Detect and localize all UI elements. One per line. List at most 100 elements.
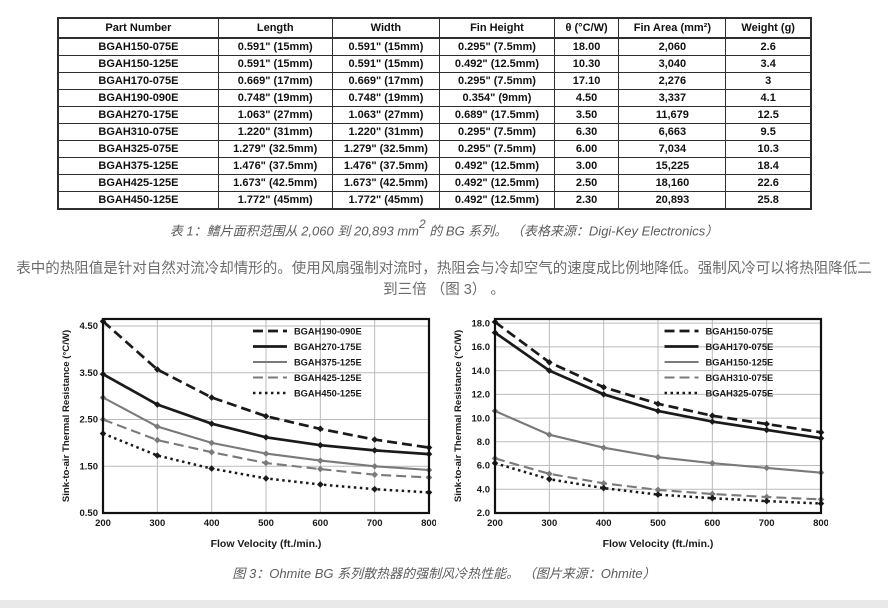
- data-point-marker: [600, 480, 607, 487]
- table-cell: 0.492" (12.5mm): [439, 157, 555, 175]
- table-body: BGAH150-075E 0.591" (15mm) 0.591" (15mm) 0.…: [57, 37, 812, 210]
- body-paragraph: 表中的热阻值是针对自然对流冷却情形的。使用风扇强制对流时，热阻会与冷却空气的速度…: [16, 261, 872, 299]
- table-cell: 2,060: [618, 37, 727, 56]
- table-cell: 0.295" (7.5mm): [439, 123, 555, 141]
- table-cell: 1.220" (31mm): [217, 123, 333, 141]
- table-cell: 2.30: [553, 191, 620, 210]
- svg-text:300: 300: [541, 518, 557, 529]
- table-cell: 0.591" (15mm): [331, 37, 441, 56]
- table-cell: BGAH190-090E: [57, 89, 219, 107]
- table-cell: 1.772" (45mm): [217, 191, 333, 210]
- table-cell: 0.492" (12.5mm): [439, 191, 555, 210]
- svg-text:BGAH310-075E: BGAH310-075E: [706, 373, 774, 383]
- svg-text:4.50: 4.50: [80, 322, 99, 333]
- table-cell: 3.4: [725, 55, 812, 73]
- data-point-marker: [208, 465, 215, 473]
- x-axis: 200 300 400 500 600 700 800 Flow Velocity (ft./…: [95, 518, 436, 550]
- y-axis: 2.0 4.0 6.0 8.0 10.0 12.0 14.0 16.0 18.0 Sink-to-…: [453, 319, 490, 520]
- data-point-marker: [317, 466, 324, 473]
- data-point-marker: [709, 412, 716, 420]
- table-cell: 3,337: [618, 89, 727, 107]
- table-caption-prefix: 表 1：鳍片面积范围从 2,060 到 20,893 mm: [169, 223, 419, 239]
- table-cell: 1.220" (31mm): [331, 123, 441, 141]
- table-cell: 1.673" (42.5mm): [331, 174, 441, 192]
- table-cell: BGAH450-125E: [57, 191, 219, 210]
- table-row: BGAH375-125E 1.476" (37.5mm) 1.476" (37.5m…: [57, 157, 812, 175]
- data-point-marker: [763, 421, 770, 428]
- table-cell: BGAH375-125E: [57, 157, 219, 175]
- table-cell: BGAH150-125E: [57, 55, 219, 73]
- table-cell: 17.10: [553, 72, 620, 90]
- table-cell: 9.5: [725, 123, 812, 141]
- x-axis-title: Flow Velocity (ft./min.): [211, 538, 322, 550]
- data-point-marker: [709, 491, 716, 498]
- figure-charts-row: 200 300 400 500 600 700 800 Flow Velocity (ft./…: [58, 313, 888, 555]
- data-point-marker: [546, 476, 553, 483]
- table-cell: 10.3: [725, 140, 812, 158]
- svg-text:3.50: 3.50: [80, 368, 99, 379]
- table-cell: BGAH150-075E: [57, 37, 219, 56]
- svg-text:500: 500: [650, 518, 666, 529]
- table-caption: 表 1：鳍片面积范围从 2,060 到 20,893 mm2 的 BG 系列。 …: [0, 217, 888, 239]
- table-cell: 1.476" (37.5mm): [217, 157, 333, 175]
- table-cell: 1.673" (42.5mm): [217, 174, 333, 192]
- x-axis-title: Flow Velocity (ft./min.): [603, 538, 714, 550]
- table-cell: 0.748" (19mm): [331, 89, 441, 107]
- table-row: BGAH190-090E 0.748" (19mm) 0.748" (19mm) 0.…: [57, 89, 812, 107]
- data-point-marker: [371, 471, 378, 479]
- data-point-marker: [371, 486, 378, 493]
- table-cell: 6,663: [618, 123, 727, 141]
- svg-text:600: 600: [312, 518, 328, 529]
- svg-text:400: 400: [596, 518, 612, 529]
- table-cell: 11,679: [618, 106, 727, 124]
- svg-text:BGAH270-175E: BGAH270-175E: [294, 342, 362, 352]
- svg-text:16.0: 16.0: [472, 342, 491, 353]
- data-point-marker: [709, 418, 716, 426]
- svg-text:BGAH425-125E: BGAH425-125E: [294, 373, 362, 383]
- svg-text:BGAH375-125E: BGAH375-125E: [294, 358, 362, 368]
- data-point-marker: [546, 359, 553, 366]
- table-cell: 25.8: [725, 191, 812, 210]
- table-cell: 20,893: [618, 191, 727, 210]
- table-cell: BGAH310-075E: [57, 123, 219, 141]
- table-cell: 1.476" (37.5mm): [331, 157, 441, 175]
- left-thermal-chart: 200 300 400 500 600 700 800 Flow Velocity (ft./…: [61, 318, 436, 550]
- svg-text:12.0: 12.0: [472, 390, 491, 401]
- table-header-cell: Width: [331, 17, 441, 39]
- table-cell: 22.6: [725, 174, 812, 192]
- table-cell: 4.1: [725, 89, 812, 107]
- table-header-cell: Part Number: [57, 17, 219, 39]
- data-point-marker: [709, 460, 716, 467]
- svg-text:800: 800: [421, 518, 436, 529]
- x-axis: 200 300 400 500 600 700 800 Flow Velocity (ft./…: [487, 518, 828, 550]
- y-axis: 0.50 1.50 2.50 3.50 4.50 Sink-to-air Thermal …: [61, 322, 98, 520]
- data-point-marker: [371, 436, 378, 444]
- svg-text:300: 300: [149, 518, 165, 529]
- svg-text:2.0: 2.0: [477, 509, 490, 520]
- data-point-marker: [208, 420, 215, 428]
- svg-text:500: 500: [258, 518, 274, 529]
- series-BGAH375-125E: [99, 394, 433, 474]
- data-point-marker: [546, 367, 553, 375]
- data-point-marker: [262, 475, 270, 483]
- table-cell: 0.492" (12.5mm): [439, 55, 555, 73]
- table-cell: BGAH425-125E: [57, 174, 219, 192]
- table-cell: 0.669" (17mm): [217, 72, 333, 90]
- table-cell: 18,160: [618, 174, 727, 192]
- figure-caption: 图 3：Ohmite BG 系列散热器的强制风冷热性能。 （图片来源：Ohmit…: [232, 566, 656, 582]
- table-cell: 18.4: [725, 157, 812, 175]
- table-cell: 0.669" (17mm): [331, 72, 441, 90]
- data-point-marker: [546, 431, 553, 439]
- table-cell: 2.50: [553, 174, 620, 192]
- table-head: Part Number Length Width Fin Height θ (°C/W)…: [57, 17, 812, 39]
- table-caption-suffix: 的 BG 系列。 （表格来源：Digi-Key Electronics）: [425, 223, 719, 239]
- table-cell: 1.063" (27mm): [331, 106, 441, 124]
- table-header-cell: Fin Area (mm²): [618, 17, 727, 39]
- table-cell: 2,276: [618, 72, 727, 90]
- table-cell: 0.295" (7.5mm): [439, 140, 555, 158]
- table-cell: BGAH325-075E: [57, 140, 219, 158]
- table-cell: 15,225: [618, 157, 727, 175]
- table-cell: 6.00: [553, 140, 620, 158]
- table-cell: 0.492" (12.5mm): [439, 174, 555, 192]
- table-cell: 0.591" (15mm): [217, 37, 333, 56]
